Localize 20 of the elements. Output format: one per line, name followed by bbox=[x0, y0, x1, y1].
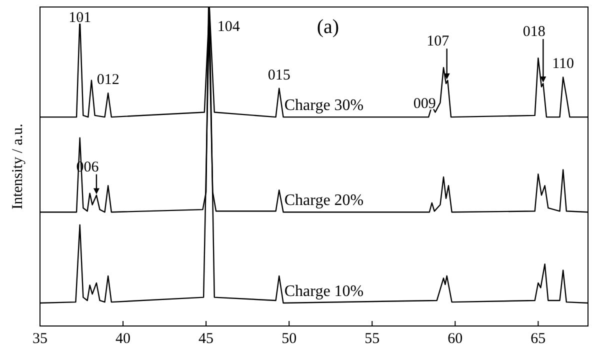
y-axis-title: Intensity / a.u. bbox=[10, 124, 26, 210]
annotation: (a) bbox=[316, 16, 340, 38]
annotation: 012 bbox=[96, 72, 120, 88]
annotation: 101 bbox=[68, 10, 92, 26]
x-tick-label: 60 bbox=[448, 331, 463, 347]
annotation: 015 bbox=[268, 67, 290, 84]
annotation: 009 bbox=[413, 96, 436, 112]
annotation: 107 bbox=[426, 34, 450, 50]
x-tick-label: 40 bbox=[116, 331, 131, 347]
annotation: 104 bbox=[217, 19, 240, 35]
series-label: Charge 20% bbox=[284, 192, 364, 210]
x-tick-label: 50 bbox=[282, 331, 297, 347]
series-label: Charge 10% bbox=[284, 283, 364, 300]
x-tick-label: 55 bbox=[364, 331, 380, 347]
series-label: Charge 30% bbox=[284, 97, 364, 114]
x-tick-label: 35 bbox=[32, 331, 48, 347]
x-tick-label: 45 bbox=[198, 331, 214, 347]
annotation: 110 bbox=[552, 56, 574, 72]
annotation: 018 bbox=[522, 24, 546, 40]
x-tick-label: 65 bbox=[530, 331, 546, 347]
